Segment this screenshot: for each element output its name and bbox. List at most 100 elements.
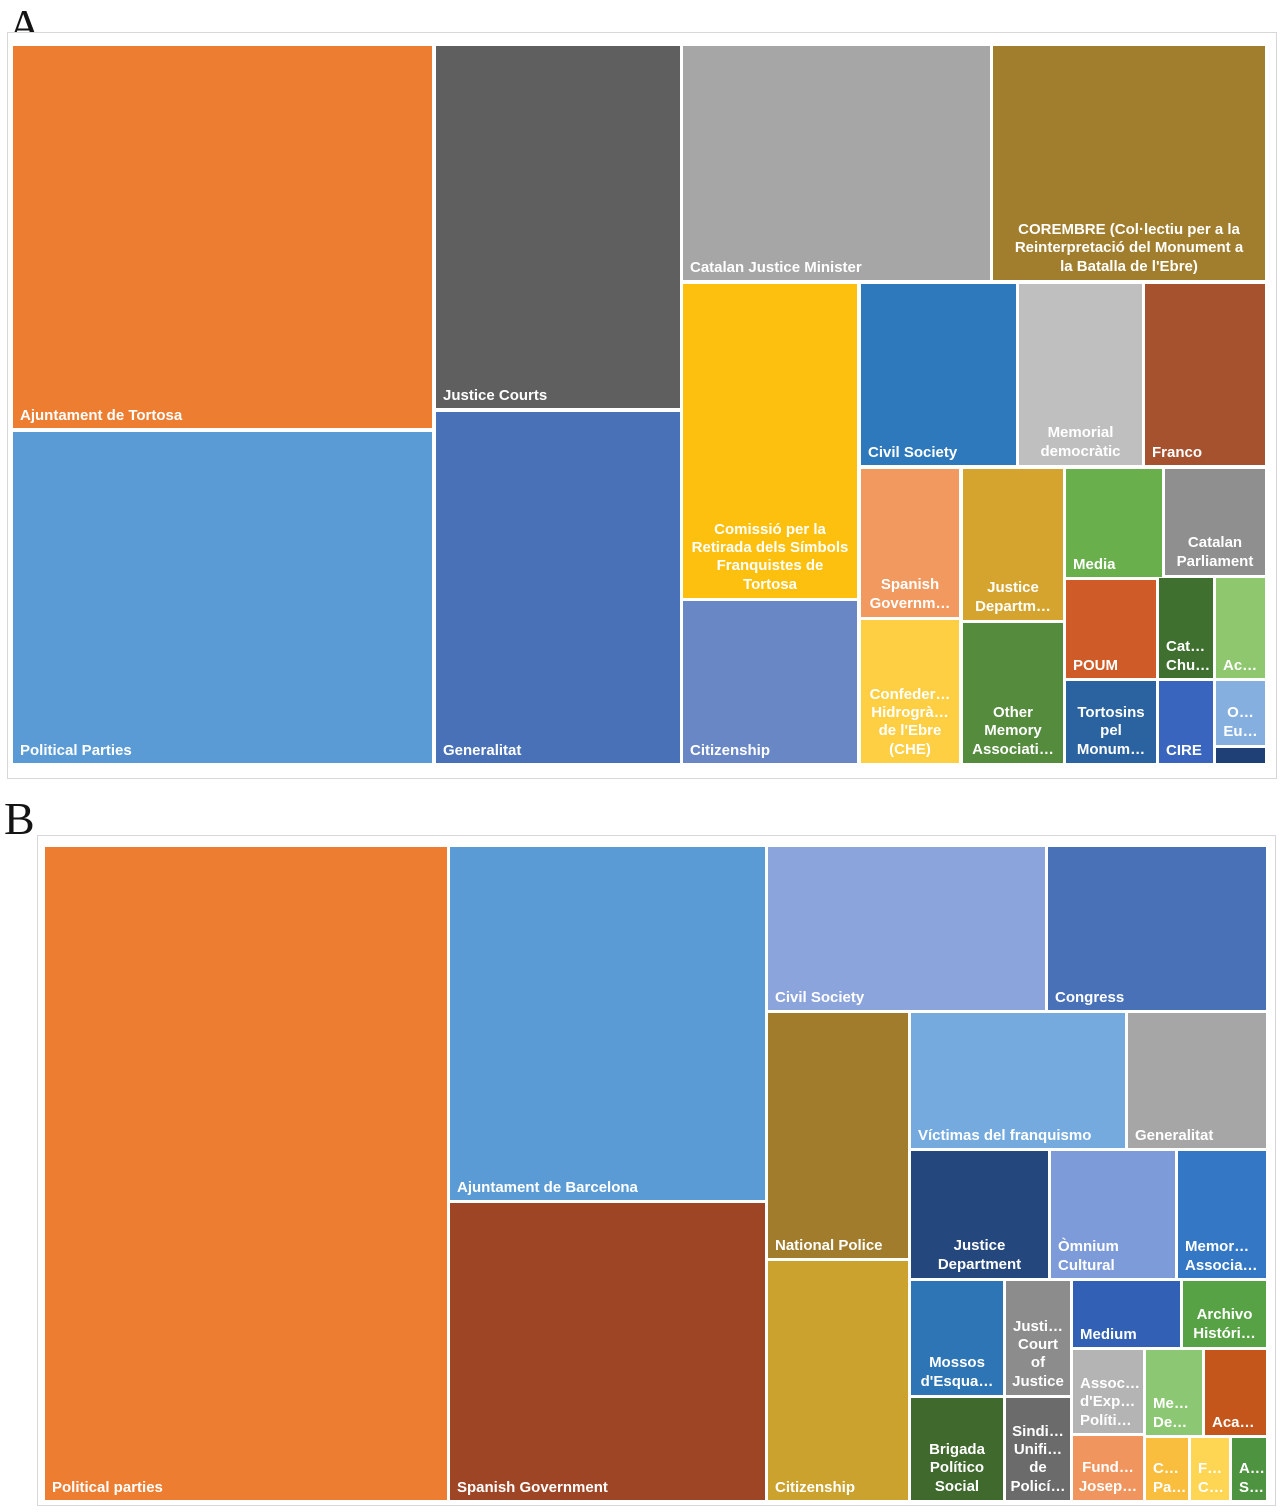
treemap-cell-label: Catalan Justice Minister	[690, 258, 862, 276]
treemap-cell-label: Víctimas del franquismo	[918, 1126, 1092, 1144]
treemap-a-cell-political-parties: Political Parties	[13, 432, 432, 763]
treemap-a-cell-spanish-government: Spanish Governm…	[861, 469, 959, 617]
treemap-b-plot-area: Political parties Ajuntament de Barcelona…	[45, 847, 1266, 1500]
treemap-b-cell-justice-court: Justi… Court of Justice	[1006, 1281, 1070, 1395]
treemap-a-cell-catalan-parliament: Catalan Parliament	[1165, 469, 1265, 575]
treemap-a-cell-comissio-retirada-simbols: Comissió per la Retirada dels Símbols Fr…	[683, 284, 857, 598]
treemap-cell-label: F… C…	[1198, 1460, 1224, 1496]
treemap-b-cell-archivo-historico: Archivo Históri…	[1183, 1281, 1266, 1347]
treemap-cell-label: Justi… Court of Justice	[1012, 1317, 1064, 1390]
treemap-a-cell-memorial-democratic: Memorial democràtic	[1019, 284, 1142, 465]
treemap-b-cell-justice-department: Justice Department	[911, 1151, 1048, 1278]
treemap-cell-label: Media	[1073, 555, 1116, 573]
treemap-a-cell-justice-department: Justice Departm…	[963, 469, 1063, 620]
treemap-cell-label: Fund… Josep…	[1078, 1459, 1138, 1495]
treemap-b-cell-omnium-cultural: Òmnium Cultural	[1051, 1151, 1175, 1278]
treemap-a-cell-corembre: COREMBRE (Col·lectiu per a la Reinterpre…	[993, 46, 1265, 280]
treemap-a-plot-area: Ajuntament de Tortosa Political Parties Ju…	[13, 46, 1265, 763]
treemap-cell-label: Ajuntament de Barcelona	[457, 1178, 638, 1196]
treemap-cell-label: Congress	[1055, 988, 1125, 1006]
treemap-a-cell-catalan-justice-minister: Catalan Justice Minister	[683, 46, 990, 280]
treemap-b-cell-citizenship: Citizenship	[768, 1261, 908, 1500]
treemap-cell-label: Comissió per la Retirada dels Símbols Fr…	[691, 520, 849, 593]
treemap-cell-label: Political parties	[52, 1478, 163, 1496]
treemap-b-cell-generalitat: Generalitat	[1128, 1013, 1266, 1148]
treemap-cell-label: Justice Department	[937, 1237, 1022, 1273]
treemap-a-cell-unlabeled-small	[1216, 748, 1265, 763]
treemap-b-cell-a-s: A… S…	[1232, 1438, 1266, 1500]
treemap-b-cell-f-c: F… C…	[1191, 1438, 1229, 1500]
treemap-cell-label: O… Eu…	[1223, 704, 1258, 740]
treemap-a-cell-poum: POUM	[1066, 580, 1156, 678]
treemap-b-cell-ajuntament-de-barcelona: Ajuntament de Barcelona	[450, 847, 765, 1200]
treemap-b-cell-associacio-expresos-politics: Assoc… d'Exp… Políti…	[1073, 1350, 1143, 1433]
treemap-cell-label: COREMBRE (Col·lectiu per a la Reinterpre…	[1014, 221, 1244, 275]
treemap-b-cell-c-pa: C… Pa…	[1146, 1438, 1188, 1500]
treemap-a-cell-generalitat: Generalitat	[436, 412, 680, 763]
treemap-a-cell-civil-society: Civil Society	[861, 284, 1016, 465]
treemap-cell-label: Ac…	[1223, 656, 1258, 674]
treemap-cell-label: Generalitat	[443, 741, 522, 759]
treemap-a-cell-franco: Franco	[1145, 284, 1265, 465]
treemap-cell-label: Mossos d'Esqua…	[920, 1354, 994, 1390]
treemap-b-cell-victimas-del-franquismo: Víctimas del franquismo	[911, 1013, 1125, 1148]
treemap-b-cell-fundacio-josep: Fund… Josep…	[1073, 1436, 1143, 1500]
treemap-cell-label: Memorial democràtic	[1040, 424, 1121, 460]
treemap-cell-label: POUM	[1073, 656, 1118, 674]
treemap-cell-label: CIRE	[1166, 741, 1202, 759]
treemap-b-cell-civil-society: Civil Society	[768, 847, 1045, 1010]
treemap-cell-label: Citizenship	[690, 741, 771, 759]
treemap-cell-label: National Police	[775, 1236, 883, 1254]
treemap-cell-label: Aca…	[1212, 1413, 1255, 1431]
treemap-cell-label: Citizenship	[775, 1478, 856, 1496]
treemap-a-cell-tortosins-pel-monument: Tortosins pel Monum…	[1066, 681, 1156, 763]
treemap-a-cell-o-eu: O… Eu…	[1216, 681, 1265, 745]
treemap-b-cell-mossos-desquadra: Mossos d'Esqua…	[911, 1281, 1003, 1395]
treemap-cell-label: Cat… Chu…	[1166, 638, 1211, 674]
treemap-b-cell-spanish-government: Spanish Government	[450, 1203, 765, 1500]
treemap-b-cell-political-parties: Political parties	[45, 847, 447, 1500]
treemap-cell-label: Ajuntament de Tortosa	[20, 406, 183, 424]
treemap-cell-label: Civil Society	[868, 443, 958, 461]
treemap-cell-label: Tortosins pel Monum…	[1076, 704, 1146, 758]
treemap-a-cell-cire: CIRE	[1159, 681, 1213, 763]
treemap-a-cell-catalan-church: Cat… Chu…	[1159, 578, 1213, 678]
treemap-b-cell-brigada-politico-social: Brigada Político Social	[911, 1398, 1003, 1500]
treemap-cell-label: C… Pa…	[1153, 1460, 1187, 1496]
treemap-cell-label: Brigada Político Social	[929, 1441, 985, 1495]
treemap-cell-label: A… S…	[1239, 1460, 1265, 1496]
treemap-panel-b: Political parties Ajuntament de Barcelona…	[37, 835, 1276, 1506]
panel-b-letter: B	[4, 793, 35, 844]
treemap-cell-label: Generalitat	[1135, 1126, 1214, 1144]
treemap-a-cell-confederacio-hidrografica-ebre: Confeder… Hidrogrà… de l'Ebre (CHE)	[861, 620, 959, 763]
treemap-a-cell-ac: Ac…	[1216, 578, 1265, 678]
treemap-cell-label: Catalan Parliament	[1176, 534, 1254, 570]
treemap-a-cell-other-memory-associations: Other Memory Associati…	[963, 623, 1063, 763]
treemap-b-cell-me-de: Me… De…	[1146, 1350, 1202, 1435]
treemap-b-cell-congress: Congress	[1048, 847, 1266, 1010]
treemap-cell-label: Assoc… d'Exp… Políti…	[1080, 1375, 1141, 1429]
treemap-cell-label: Memor… Associa…	[1185, 1238, 1258, 1274]
treemap-a-cell-media: Media	[1066, 469, 1162, 577]
treemap-cell-label: Political Parties	[20, 741, 132, 759]
treemap-cell-label: Sindi… Unifi… de Policí…	[1010, 1422, 1066, 1495]
treemap-b-cell-sindicato-unificado-policia: Sindi… Unifi… de Policí…	[1006, 1398, 1070, 1500]
treemap-panel-a: Ajuntament de Tortosa Political Parties Ju…	[7, 32, 1277, 779]
treemap-cell-label: Me… De…	[1153, 1395, 1189, 1431]
treemap-a-cell-citizenship: Citizenship	[683, 601, 857, 763]
treemap-b-cell-memorial-associations: Memor… Associa…	[1178, 1151, 1266, 1278]
treemap-cell-label: Confeder… Hidrogrà… de l'Ebre (CHE)	[869, 685, 951, 758]
treemap-a-cell-ajuntament-de-tortosa: Ajuntament de Tortosa	[13, 46, 432, 428]
treemap-cell-label: Òmnium Cultural	[1058, 1238, 1119, 1274]
treemap-a-cell-justice-courts: Justice Courts	[436, 46, 680, 408]
treemap-cell-label: Other Memory Associati…	[972, 704, 1054, 758]
treemap-b-cell-aca: Aca…	[1205, 1350, 1266, 1435]
treemap-cell-label: Spanish Governm…	[869, 576, 951, 612]
treemap-cell-label: Justice Departm…	[975, 579, 1051, 615]
treemap-b-cell-national-police: National Police	[768, 1013, 908, 1258]
treemap-cell-label: Medium	[1080, 1325, 1137, 1343]
treemap-cell-label: Justice Courts	[443, 386, 548, 404]
treemap-cell-label: Civil Society	[775, 988, 865, 1006]
treemap-cell-label: Franco	[1152, 443, 1203, 461]
treemap-cell-label: Spanish Government	[457, 1478, 608, 1496]
